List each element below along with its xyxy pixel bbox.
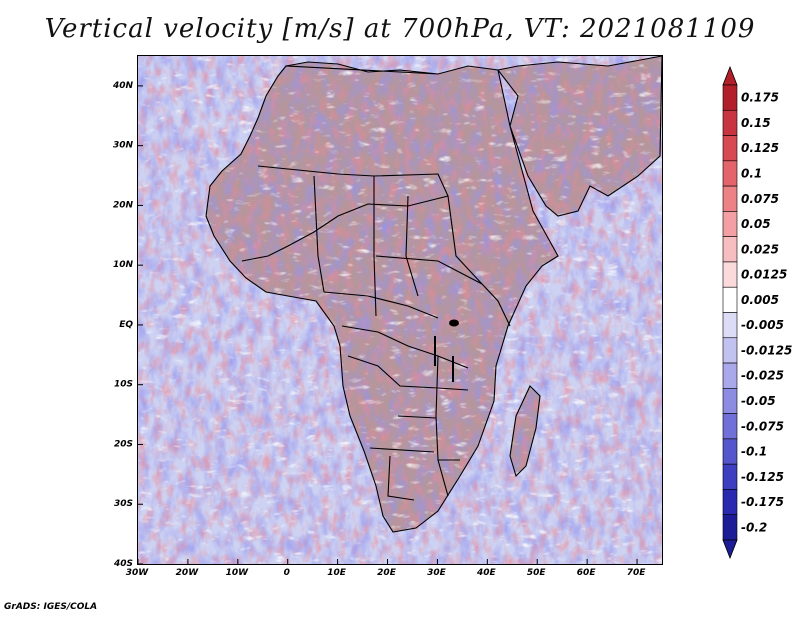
colorbar-label: -0.005 xyxy=(741,318,784,332)
lake-malawi xyxy=(452,356,454,382)
credit-text: GrADS: IGES/COLA xyxy=(4,602,98,612)
vertical-velocity-field xyxy=(138,56,662,564)
colorbar-swatch xyxy=(722,489,738,516)
colorbar-label: 0.15 xyxy=(741,116,771,130)
x-tick-label: 0 xyxy=(284,568,290,578)
axis-ticks xyxy=(138,85,638,564)
x-tick-label: 20W xyxy=(176,568,200,578)
colorbar-swatch xyxy=(722,514,738,541)
colorbar-label: 0.025 xyxy=(741,242,779,256)
colorbar-swatch xyxy=(722,413,738,440)
colorbar-label: 0.125 xyxy=(741,141,779,155)
country-borders xyxy=(241,165,511,501)
y-tick-label: 20S xyxy=(114,439,133,449)
colorbar-swatch xyxy=(722,135,738,162)
colorbar-swatch xyxy=(722,362,738,389)
colorbar-label: 0.005 xyxy=(741,293,779,307)
x-axis-labels: 30W 20W 10W 0 10E 20E 30E 40E 50E 60E 70E xyxy=(126,568,646,578)
x-tick-label: 30W xyxy=(126,568,150,578)
colorbar-swatch xyxy=(722,388,738,414)
colorbar-swatch xyxy=(722,185,738,212)
colorbar-label: -0.075 xyxy=(741,419,784,433)
lake-tanganyika xyxy=(434,336,436,366)
colorbar-swatch xyxy=(722,211,738,237)
colorbar-label: -0.125 xyxy=(741,470,784,484)
colorbar-label: -0.1 xyxy=(741,445,767,459)
y-tick-label: 40N xyxy=(112,81,134,91)
colorbar-label: 0.175 xyxy=(741,91,779,105)
colorbar-label: 0.0125 xyxy=(741,268,787,282)
colorbar-min-arrow xyxy=(722,539,738,560)
colorbar-label: -0.175 xyxy=(741,495,784,509)
colorbar-label: -0.0125 xyxy=(741,343,792,357)
y-axis-labels: 40S 30S 20S 10S EQ 10N 20N 30N 40N xyxy=(112,81,134,569)
y-tick-label: 40S xyxy=(113,559,133,569)
colorbar-swatch xyxy=(722,84,738,111)
map-plot-area xyxy=(137,55,663,565)
x-tick-label: 30E xyxy=(427,568,447,578)
x-tick-label: 70E xyxy=(627,568,647,578)
x-tick-label: 60E xyxy=(577,568,597,578)
map-title: Vertical velocity [m/s] at 700hPa, VT: 2… xyxy=(44,14,756,44)
x-tick-label: 10W xyxy=(226,568,250,578)
y-tick-label: 10S xyxy=(114,380,133,390)
y-tick-label: 10N xyxy=(113,260,134,270)
x-tick-label: 50E xyxy=(527,568,547,578)
colorbar-swatch xyxy=(722,261,738,288)
colorbar-swatch xyxy=(722,337,738,364)
colorbar-swatch xyxy=(722,438,738,465)
colorbar: 0.175 0.15 0.125 0.1 0.075 0.05 0.025 0.0125 0.0… xyxy=(722,65,792,560)
colorbar-label: -0.05 xyxy=(741,394,776,408)
colorbar-swatch xyxy=(722,236,738,263)
x-tick-label: 40E xyxy=(476,568,497,578)
contour-streaks xyxy=(138,56,662,564)
colorbar-swatch xyxy=(722,312,738,339)
lake-victoria xyxy=(449,319,459,327)
y-tick-label: 30N xyxy=(113,141,134,151)
colorbar-max-arrow xyxy=(722,65,738,86)
colorbar-label: -0.025 xyxy=(741,369,784,383)
y-tick-label: EQ xyxy=(119,320,133,330)
lakes xyxy=(434,319,459,382)
colorbar-label: 0.05 xyxy=(741,217,771,231)
coastline-and-borders xyxy=(205,56,662,533)
colorbar-label: 0.1 xyxy=(741,166,762,180)
colorbar-swatch xyxy=(722,463,738,490)
x-tick-label: 10E xyxy=(327,568,347,578)
colorbar-swatch xyxy=(722,109,738,136)
y-tick-label: 20N xyxy=(113,200,134,210)
colorbar-swatch xyxy=(722,286,738,313)
y-tick-label: 30S xyxy=(114,499,133,509)
colorbar-label: -0.2 xyxy=(741,520,767,534)
x-tick-label: 20E xyxy=(377,568,397,578)
colorbar-swatch xyxy=(722,160,738,187)
colorbar-label: 0.075 xyxy=(741,192,779,206)
